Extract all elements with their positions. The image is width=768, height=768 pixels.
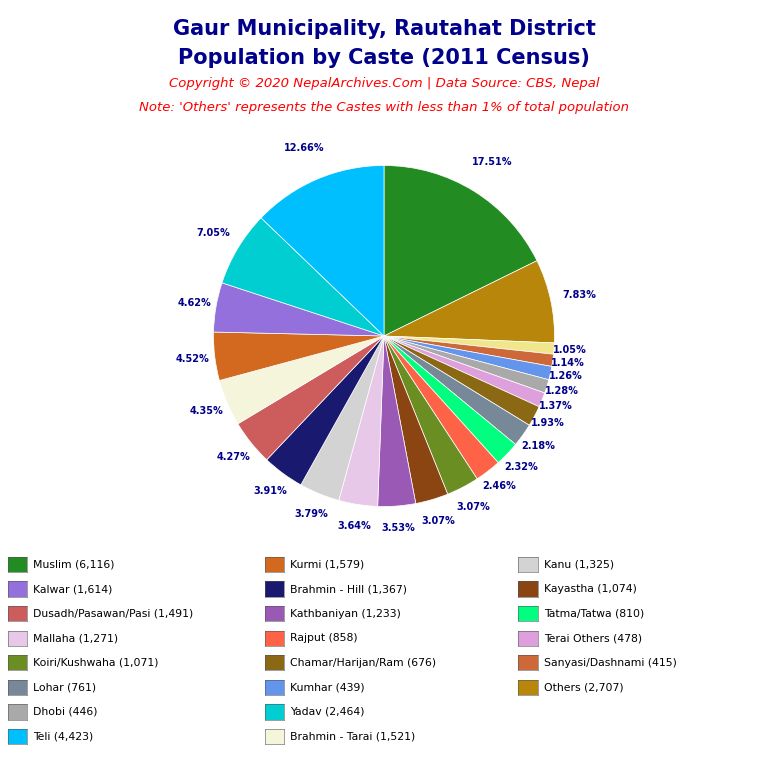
Wedge shape [384, 336, 515, 462]
Text: Brahmin - Hill (1,367): Brahmin - Hill (1,367) [290, 584, 407, 594]
Text: 12.66%: 12.66% [283, 143, 324, 153]
Text: Dhobi (446): Dhobi (446) [33, 707, 98, 717]
Wedge shape [384, 336, 549, 393]
Wedge shape [384, 336, 545, 407]
Text: Tatma/Tatwa (810): Tatma/Tatwa (810) [544, 608, 644, 619]
Text: Yadav (2,464): Yadav (2,464) [290, 707, 365, 717]
Wedge shape [384, 336, 498, 478]
Text: Kurmi (1,579): Kurmi (1,579) [290, 559, 365, 570]
Wedge shape [301, 336, 384, 501]
Text: 4.35%: 4.35% [190, 406, 223, 416]
Text: Rajput (858): Rajput (858) [290, 633, 358, 644]
Text: Kanu (1,325): Kanu (1,325) [544, 559, 614, 570]
Text: 4.62%: 4.62% [177, 298, 211, 309]
Text: Brahmin - Tarai (1,521): Brahmin - Tarai (1,521) [290, 731, 415, 742]
Text: 3.07%: 3.07% [422, 516, 455, 526]
Wedge shape [222, 218, 384, 336]
Text: 7.05%: 7.05% [196, 228, 230, 238]
Text: Teli (4,423): Teli (4,423) [33, 731, 93, 742]
Wedge shape [214, 332, 384, 380]
Text: Copyright © 2020 NepalArchives.Com | Data Source: CBS, Nepal: Copyright © 2020 NepalArchives.Com | Dat… [169, 77, 599, 90]
Text: Others (2,707): Others (2,707) [544, 682, 624, 693]
Text: Sanyasi/Dashnami (415): Sanyasi/Dashnami (415) [544, 657, 677, 668]
Wedge shape [261, 165, 384, 336]
Text: 2.32%: 2.32% [504, 462, 538, 472]
Text: Dusadh/Pasawan/Pasi (1,491): Dusadh/Pasawan/Pasi (1,491) [33, 608, 194, 619]
Text: Lohar (761): Lohar (761) [33, 682, 96, 693]
Text: 1.28%: 1.28% [545, 386, 578, 396]
Text: Mallaha (1,271): Mallaha (1,271) [33, 633, 118, 644]
Text: Kathbaniyan (1,233): Kathbaniyan (1,233) [290, 608, 401, 619]
Wedge shape [384, 336, 477, 494]
Text: 1.93%: 1.93% [531, 419, 565, 429]
Text: Koiri/Kushwaha (1,071): Koiri/Kushwaha (1,071) [33, 657, 158, 668]
Text: Kalwar (1,614): Kalwar (1,614) [33, 584, 112, 594]
Text: Muslim (6,116): Muslim (6,116) [33, 559, 114, 570]
Text: 2.18%: 2.18% [521, 441, 555, 451]
Text: 3.07%: 3.07% [456, 502, 490, 511]
Wedge shape [384, 336, 554, 366]
Wedge shape [384, 336, 448, 504]
Wedge shape [266, 336, 384, 485]
Wedge shape [384, 165, 537, 336]
Text: 3.53%: 3.53% [382, 523, 415, 533]
Text: Population by Caste (2011 Census): Population by Caste (2011 Census) [178, 48, 590, 68]
Wedge shape [384, 336, 539, 425]
Text: 3.79%: 3.79% [294, 509, 328, 519]
Text: 3.91%: 3.91% [253, 486, 286, 496]
Wedge shape [378, 336, 415, 506]
Text: 17.51%: 17.51% [472, 157, 512, 167]
Wedge shape [220, 336, 384, 424]
Wedge shape [384, 260, 554, 343]
Text: Kayastha (1,074): Kayastha (1,074) [544, 584, 637, 594]
Wedge shape [384, 336, 529, 445]
Text: 7.83%: 7.83% [562, 290, 596, 300]
Text: 2.46%: 2.46% [482, 481, 516, 491]
Text: 4.27%: 4.27% [217, 452, 250, 462]
Wedge shape [238, 336, 384, 460]
Text: Kumhar (439): Kumhar (439) [290, 682, 365, 693]
Wedge shape [384, 336, 551, 379]
Text: Terai Others (478): Terai Others (478) [544, 633, 642, 644]
Text: Gaur Municipality, Rautahat District: Gaur Municipality, Rautahat District [173, 19, 595, 39]
Text: 3.64%: 3.64% [338, 521, 372, 531]
Text: 1.37%: 1.37% [539, 401, 573, 411]
Text: 1.05%: 1.05% [552, 345, 586, 355]
Text: Chamar/Harijan/Ram (676): Chamar/Harijan/Ram (676) [290, 657, 436, 668]
Wedge shape [339, 336, 384, 506]
Text: 1.26%: 1.26% [548, 372, 582, 382]
Wedge shape [214, 283, 384, 336]
Text: 1.14%: 1.14% [551, 358, 584, 368]
Text: Note: 'Others' represents the Castes with less than 1% of total population: Note: 'Others' represents the Castes wit… [139, 101, 629, 114]
Text: 4.52%: 4.52% [176, 354, 210, 364]
Wedge shape [384, 336, 554, 354]
